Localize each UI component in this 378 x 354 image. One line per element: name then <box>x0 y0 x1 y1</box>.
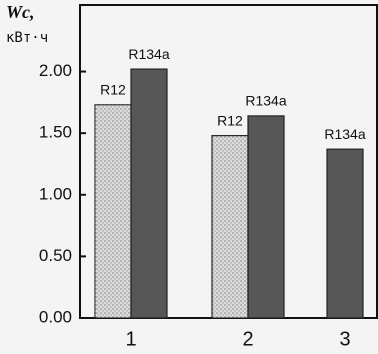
bar-texture <box>212 135 248 318</box>
bar-texture <box>95 104 131 318</box>
bar <box>247 115 285 319</box>
y-tick-label: 1.50 <box>39 123 72 142</box>
y-axis-unit: кВт·ч <box>6 30 48 46</box>
y-axis-label: Wc, <box>6 2 35 22</box>
data-label: R134a <box>128 46 169 62</box>
y-tick-label: 2.00 <box>39 61 72 80</box>
data-label: R134a <box>324 126 365 142</box>
y-tick-label: 0.00 <box>39 307 72 326</box>
x-tick-label: 3 <box>339 328 350 350</box>
data-label: R12 <box>217 112 243 128</box>
data-label: R12 <box>100 82 126 98</box>
y-tick-label: 0.50 <box>39 246 72 265</box>
x-tick-label: 2 <box>242 328 253 350</box>
x-tick-label: 1 <box>125 328 136 350</box>
bar <box>130 68 168 319</box>
y-tick-label: 1.00 <box>39 184 72 203</box>
bar <box>326 148 364 319</box>
data-label: R134a <box>245 93 286 109</box>
